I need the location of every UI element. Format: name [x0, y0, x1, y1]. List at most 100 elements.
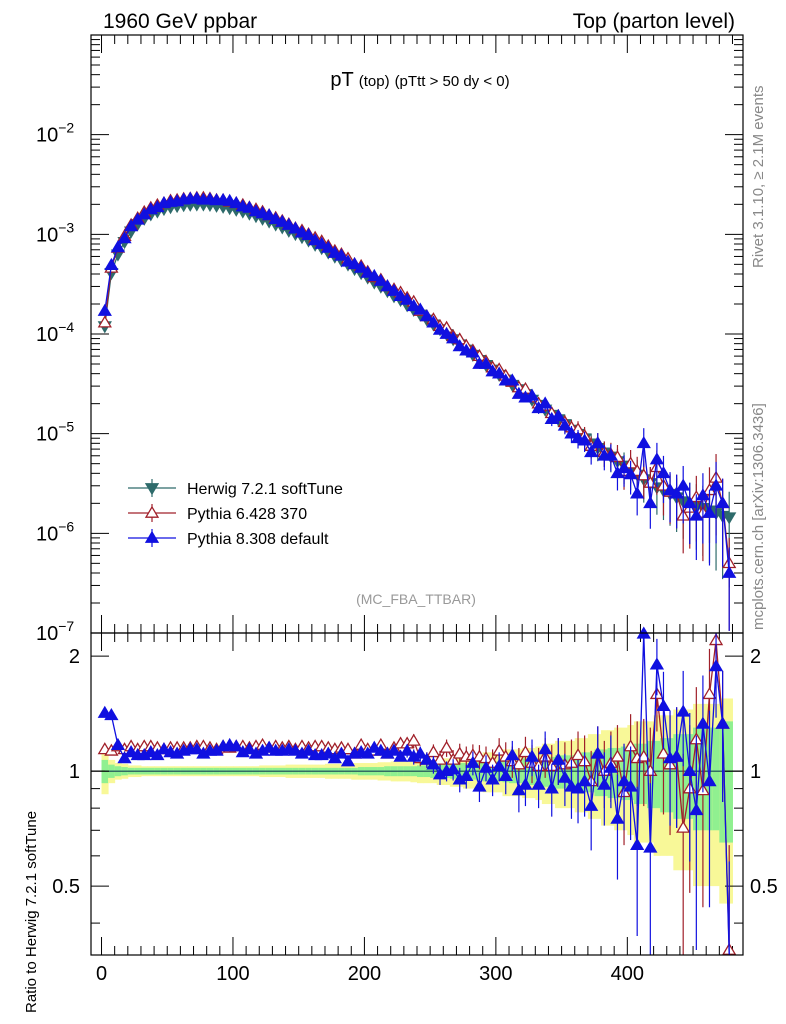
data-point	[360, 265, 375, 278]
ratio-data-point	[610, 811, 625, 824]
ratio-y-tick-label-right: 1	[750, 761, 761, 783]
data-point	[492, 366, 507, 379]
ratio-data-point	[360, 746, 375, 759]
ratio-data-point	[682, 763, 697, 776]
ratio-data-point	[373, 743, 388, 756]
ratio-data-point	[413, 746, 428, 759]
data-point	[321, 240, 336, 253]
rivet-label: Rivet 3.1.10, ≥ 2.1M events	[750, 86, 767, 269]
data-point	[722, 565, 737, 578]
y-tick-label: 10−5	[36, 419, 74, 446]
ratio-data-point	[676, 820, 691, 833]
band-inner-bin	[712, 727, 720, 831]
data-point	[301, 227, 316, 241]
data-point	[682, 496, 697, 509]
ratio-y-tick-label-right: 2	[750, 646, 761, 668]
ratio-data-point	[393, 749, 408, 762]
plot-title-sub2: (pTtt > 50 dy < 0)	[395, 73, 510, 90]
data-point	[104, 257, 119, 271]
data-point	[261, 208, 277, 221]
data-point	[603, 448, 619, 461]
ratio-data-point	[630, 837, 645, 850]
ratio-data-point	[459, 768, 474, 782]
data-point	[623, 467, 638, 480]
data-point	[400, 292, 415, 305]
ratio-data-point	[242, 742, 257, 755]
data-point	[242, 200, 257, 213]
ratio-data-point	[123, 745, 139, 758]
x-tick-label: 0	[96, 963, 107, 985]
ratio-y-tick-label-left: 1	[69, 761, 80, 783]
ratio-data-point	[104, 708, 119, 721]
data-point	[275, 214, 290, 227]
ratio-data-point	[570, 748, 586, 761]
ratio-data-point	[544, 781, 559, 794]
data-point	[551, 408, 566, 421]
ratio-data-point	[676, 704, 691, 717]
data-point	[419, 309, 434, 322]
ratio-data-point	[656, 746, 671, 759]
plot-title: pT (top) (pTtt > 50 dy < 0)	[330, 69, 509, 91]
data-point	[630, 486, 645, 499]
ratio-data-point	[511, 757, 527, 770]
ratio-data-point	[708, 659, 724, 672]
data-point	[478, 356, 494, 369]
data-point	[373, 273, 388, 286]
ratio-data-point	[689, 802, 704, 816]
ratio-panel: 0.5 0.5 1 1 2 2 0 100 200 300 400 Ratio to Herwig …	[23, 626, 778, 1013]
ratio-data-point	[557, 770, 573, 783]
data-point	[577, 433, 592, 446]
ratio-data-point	[656, 698, 671, 711]
ratio-data-point	[143, 745, 158, 758]
ratio-y-tick-label-left: 0.5	[52, 876, 80, 898]
data-point	[288, 221, 303, 234]
ratio-data-point	[386, 743, 402, 756]
data-point	[662, 483, 678, 496]
data-point	[465, 345, 481, 358]
data-point	[367, 268, 382, 282]
ratio-data-point	[702, 686, 717, 700]
analysis-watermark: (MC_FBA_TTBAR)	[356, 591, 476, 607]
data-point	[432, 322, 448, 335]
data-point	[452, 339, 467, 352]
ratio-data-point	[597, 777, 612, 790]
data-point	[538, 396, 553, 409]
reference-label: mcplots.cern.ch [arXiv:1306.3436]	[750, 403, 767, 630]
data-point	[649, 452, 665, 465]
data-point	[695, 488, 711, 501]
legend-marker	[144, 530, 160, 543]
data-point	[511, 386, 527, 399]
legend-label: Pythia 8.308 default	[187, 531, 329, 548]
ratio-ylabel: Ratio to Herwig 7.2.1 softTune	[23, 811, 40, 1013]
data-point	[117, 231, 132, 244]
data-point	[616, 460, 632, 474]
data-point	[505, 373, 520, 386]
ratio-data-point	[492, 758, 507, 772]
ratio-data-point	[623, 779, 638, 792]
band-inner-bin	[725, 721, 733, 843]
x-tick-label: 300	[479, 963, 512, 985]
main-panel: pT (top) (pTtt > 50 dy < 0) (MC_FBA_TTBAR)…	[36, 34, 744, 645]
data-point	[676, 478, 691, 491]
data-point	[380, 279, 395, 292]
data-point	[314, 236, 329, 249]
data-point	[656, 466, 671, 479]
legend-label: Pythia 6.428 370	[187, 506, 307, 523]
ratio-data-point	[485, 772, 500, 785]
data-point	[557, 418, 573, 431]
ratio-data-point	[584, 798, 599, 811]
data-point	[386, 283, 402, 296]
ratio-data-point	[446, 762, 461, 775]
ratio-data-point	[669, 749, 684, 762]
y-tick-label: 10−7	[36, 618, 74, 645]
ratio-data-point	[301, 743, 316, 756]
ratio-data-point	[117, 751, 132, 764]
ratio-data-point	[465, 755, 481, 768]
ratio-data-point	[439, 740, 454, 753]
data-point	[669, 486, 684, 499]
data-point	[229, 195, 244, 209]
data-point	[584, 445, 599, 458]
ratio-data-point	[590, 746, 605, 759]
data-point	[446, 331, 461, 344]
legend-marker	[144, 483, 160, 496]
